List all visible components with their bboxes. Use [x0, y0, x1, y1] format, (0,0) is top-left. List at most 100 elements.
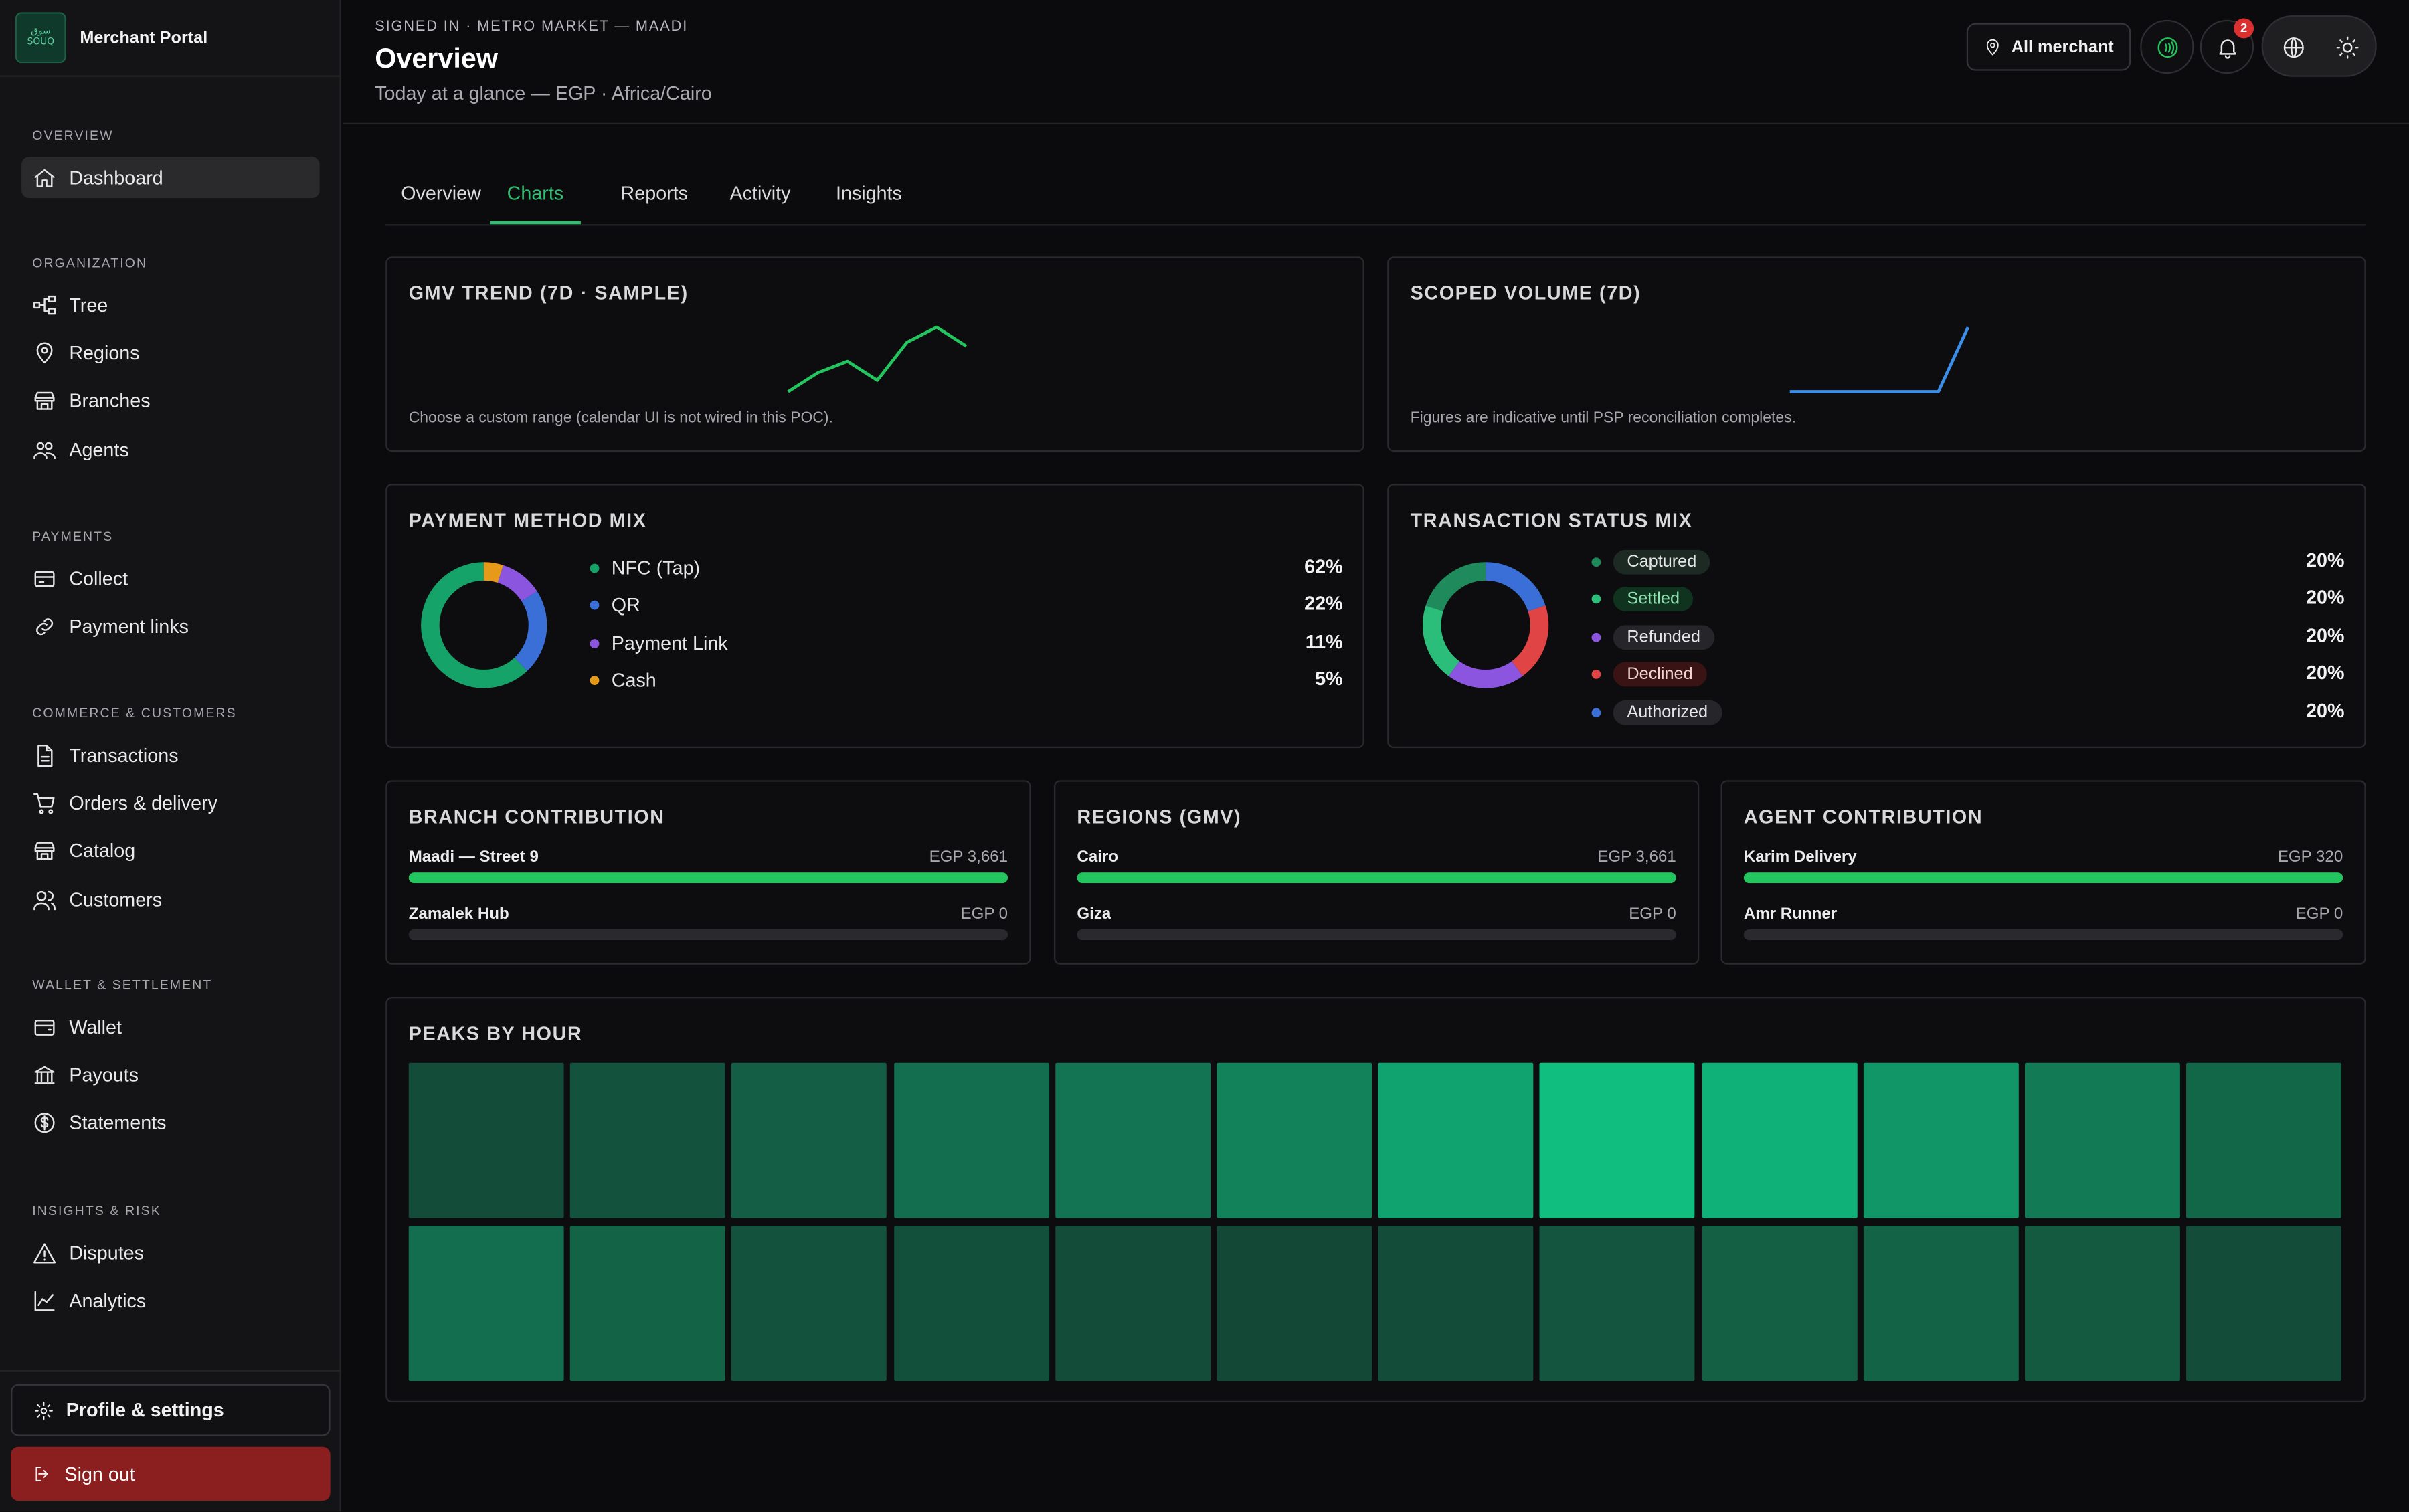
tab-charts[interactable]: Charts: [490, 165, 581, 225]
heatmap-cell: [1217, 1062, 1372, 1218]
brand-logo[interactable]: سوق SOUQ: [15, 12, 66, 64]
heatmap-cell: [1701, 1224, 1857, 1380]
gmv-trend-note: Choose a custom range (calendar UI is no…: [408, 410, 833, 428]
sidebar-item-label: Tree: [69, 294, 108, 316]
legend-label: NFC (Tap): [611, 557, 701, 579]
heatmap-cell: [731, 1224, 887, 1380]
tab-label: Insights: [835, 183, 902, 205]
theme-toggle-button[interactable]: [2320, 20, 2374, 74]
sign-out-button[interactable]: Sign out: [11, 1446, 331, 1501]
sidebar-item-label: Collect: [69, 567, 128, 589]
sidebar-item-analytics[interactable]: Analytics: [21, 1280, 319, 1321]
sidebar-item-regions[interactable]: Regions: [21, 333, 319, 374]
heatmap-cell: [1863, 1062, 2019, 1218]
merchant-scope-button[interactable]: All merchant: [1966, 23, 2131, 71]
peaks-by-hour-card: PEAKS BY HOUR: [385, 997, 2366, 1403]
gmv-trend-title: GMV TREND (7D · SAMPLE): [408, 282, 689, 304]
page-title: Overview: [375, 43, 499, 74]
bar-fill: [408, 872, 1008, 884]
bar-row-label: Karim Delivery: [1743, 848, 1857, 866]
heatmap-cell: [1378, 1224, 1534, 1380]
status-legend-item: Settled: [1591, 586, 1694, 613]
bar-fill: [1743, 872, 2343, 884]
status-pill: Declined: [1613, 662, 1707, 687]
agent-contribution-card: AGENT CONTRIBUTION Karim Delivery EGP 32…: [1720, 780, 2366, 965]
profile-settings-button[interactable]: Profile & settings: [11, 1384, 331, 1436]
chart-icon: [34, 1291, 55, 1311]
scoped-volume-title: SCOPED VOLUME (7D): [1410, 282, 1641, 304]
heatmap-cell: [408, 1224, 564, 1380]
bar-row-value: EGP 3,661: [1597, 848, 1676, 866]
nfc-icon: [2157, 37, 2177, 58]
status-pill: Authorized: [1613, 699, 1722, 725]
language-button[interactable]: [2266, 20, 2319, 74]
nfc-status-button[interactable]: [2140, 19, 2194, 74]
bar-track: [1077, 929, 1676, 941]
sidebar-item-label: Analytics: [69, 1290, 147, 1312]
notification-count-badge: 2: [2234, 18, 2254, 39]
nav-section-title: INSIGHTS & RISK: [32, 1202, 161, 1218]
sidebar-item-transactions[interactable]: Transactions: [21, 734, 319, 775]
sidebar-item-payment-links[interactable]: Payment links: [21, 605, 319, 647]
heatmap-cell: [570, 1062, 726, 1218]
legend-dot: [1591, 670, 1601, 680]
link-icon: [36, 618, 54, 636]
sidebar-item-customers[interactable]: Customers: [21, 879, 319, 921]
tab-bar: Overview Charts Reports Activity Insight…: [385, 165, 2366, 226]
bar-row-label: Amr Runner: [1743, 905, 1838, 923]
page-subtitle: Today at a glance — EGP · Africa/Cairo: [375, 82, 712, 105]
tab-activity[interactable]: Activity: [730, 165, 791, 223]
customers-icon: [33, 890, 56, 910]
divider: [0, 1369, 341, 1372]
tab-reports[interactable]: Reports: [621, 165, 689, 223]
gmv-trend-card: GMV TREND (7D · SAMPLE) Choose a custom …: [385, 256, 1364, 452]
bar-row-label: Maadi — Street 9: [408, 848, 539, 866]
bell-icon: [2218, 39, 2236, 58]
sidebar-item-agents[interactable]: Agents: [21, 429, 319, 470]
legend-item: QR: [590, 592, 640, 620]
gear-icon: [35, 1401, 53, 1420]
tab-insights[interactable]: Insights: [836, 165, 902, 223]
sidebar-item-catalog[interactable]: Catalog: [21, 831, 319, 872]
sidebar-item-dashboard[interactable]: Dashboard: [21, 157, 320, 199]
heatmap-cell: [408, 1062, 564, 1218]
nav-section-title: OVERVIEW: [32, 127, 114, 143]
legend-percent: 11%: [1305, 631, 1343, 653]
sidebar-item-tree[interactable]: Tree: [21, 284, 319, 326]
sign-out-label: Sign out: [64, 1462, 135, 1485]
sidebar-item-statements[interactable]: Statements: [21, 1103, 319, 1144]
legend-dot: [590, 601, 600, 611]
bar-track: [408, 929, 1008, 941]
sidebar-item-payouts[interactable]: Payouts: [21, 1054, 319, 1096]
nav-section-title: PAYMENTS: [32, 528, 114, 544]
heatmap-cell: [2024, 1062, 2180, 1218]
notifications-button[interactable]: 2: [2200, 18, 2254, 74]
status-legend-item: Authorized: [1591, 698, 1722, 726]
sidebar-item-disputes[interactable]: Disputes: [21, 1232, 319, 1273]
heatmap-cell: [2186, 1224, 2342, 1380]
sidebar-item-branches[interactable]: Branches: [21, 381, 319, 422]
legend-label: QR: [611, 595, 640, 617]
dollar-icon: [34, 1113, 55, 1133]
sidebar-item-wallet[interactable]: Wallet: [21, 1006, 319, 1048]
legend-percent: 20%: [2306, 587, 2345, 609]
heatmap-cell: [893, 1062, 1049, 1218]
legend-dot: [1591, 707, 1601, 717]
sidebar-item-collect[interactable]: Collect: [21, 557, 319, 599]
regions-gmv-title: REGIONS (GMV): [1077, 806, 1242, 828]
status-mix-title: TRANSACTION STATUS MIX: [1410, 510, 1693, 532]
nav-section-title: ORGANIZATION: [32, 255, 148, 271]
tab-label: Activity: [729, 183, 791, 205]
legend-percent: 62%: [1304, 556, 1343, 578]
legend-percent: 20%: [2306, 624, 2345, 647]
legend-item: Payment Link: [590, 630, 728, 657]
bar-row-label: Cairo: [1077, 848, 1119, 866]
sidebar-item-label: Customers: [69, 888, 163, 911]
display-controls: [2261, 15, 2377, 77]
legend-label: Cash: [611, 670, 656, 692]
sidebar-item-orders-delivery[interactable]: Orders & delivery: [21, 783, 319, 824]
tab-overview[interactable]: Overview: [401, 165, 481, 223]
heatmap-cell: [1055, 1062, 1211, 1218]
sparkline-series: [787, 325, 968, 393]
sidebar: سوق SOUQ Merchant Portal OVERVIEW Dashboa…: [0, 0, 341, 1512]
